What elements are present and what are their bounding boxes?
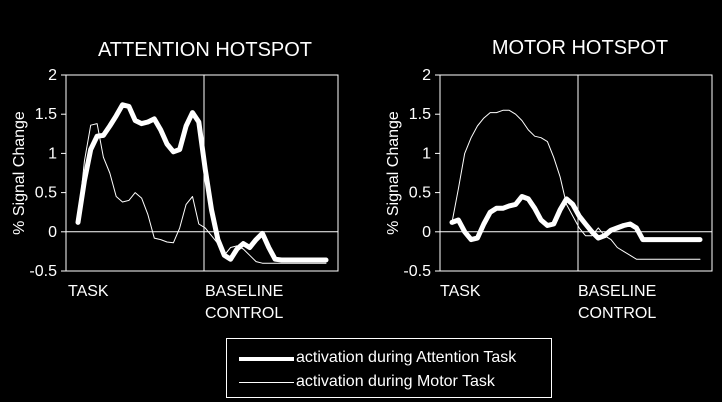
plot-frame <box>439 74 713 272</box>
series-line-attention <box>449 194 703 243</box>
chart-title: ATTENTION HOTSPOT <box>98 39 312 61</box>
y-tick-label: -0.5 <box>29 263 57 280</box>
y-tick-label: 1 <box>48 145 57 162</box>
x-category-label: CONTROL <box>205 305 283 322</box>
y-tick-label: 0 <box>422 224 431 241</box>
x-category-label: BASELINE <box>205 283 283 300</box>
y-tick-label: 0 <box>48 224 57 241</box>
y-tick-label: 2 <box>48 67 57 84</box>
x-category-label: TASK <box>440 283 481 300</box>
series-line-attention <box>75 102 329 263</box>
legend-swatch-thick <box>239 357 294 361</box>
y-axis-label: % Signal Change <box>385 111 402 235</box>
y-tick-label: 1.5 <box>409 106 431 123</box>
x-category-label: CONTROL <box>578 305 656 322</box>
legend-label-attention: activation during Attention Task <box>296 349 517 366</box>
y-axis-label: % Signal Change <box>11 111 28 235</box>
legend: activation during Attention Task activat… <box>226 338 552 398</box>
x-category-label: TASK <box>68 283 109 300</box>
y-tick-label: 0.5 <box>409 185 431 202</box>
legend-label-motor: activation during Motor Task <box>296 373 495 390</box>
x-category-label: BASELINE <box>578 283 656 300</box>
legend-item-motor: activation during Motor Task <box>227 371 551 395</box>
legend-item-attention: activation during Attention Task <box>227 347 551 371</box>
y-tick-label: 1.5 <box>35 106 57 123</box>
series-line-motor <box>77 123 327 264</box>
y-tick-label: 1 <box>422 145 431 162</box>
chart-title: MOTOR HOTSPOT <box>492 37 668 59</box>
legend-swatch-thin <box>239 382 294 383</box>
series-line-motor <box>451 109 701 260</box>
y-tick-label: 2 <box>422 67 431 84</box>
y-tick-label: -0.5 <box>403 263 431 280</box>
plot-frame <box>65 74 339 272</box>
y-tick-label: 0.5 <box>35 185 57 202</box>
